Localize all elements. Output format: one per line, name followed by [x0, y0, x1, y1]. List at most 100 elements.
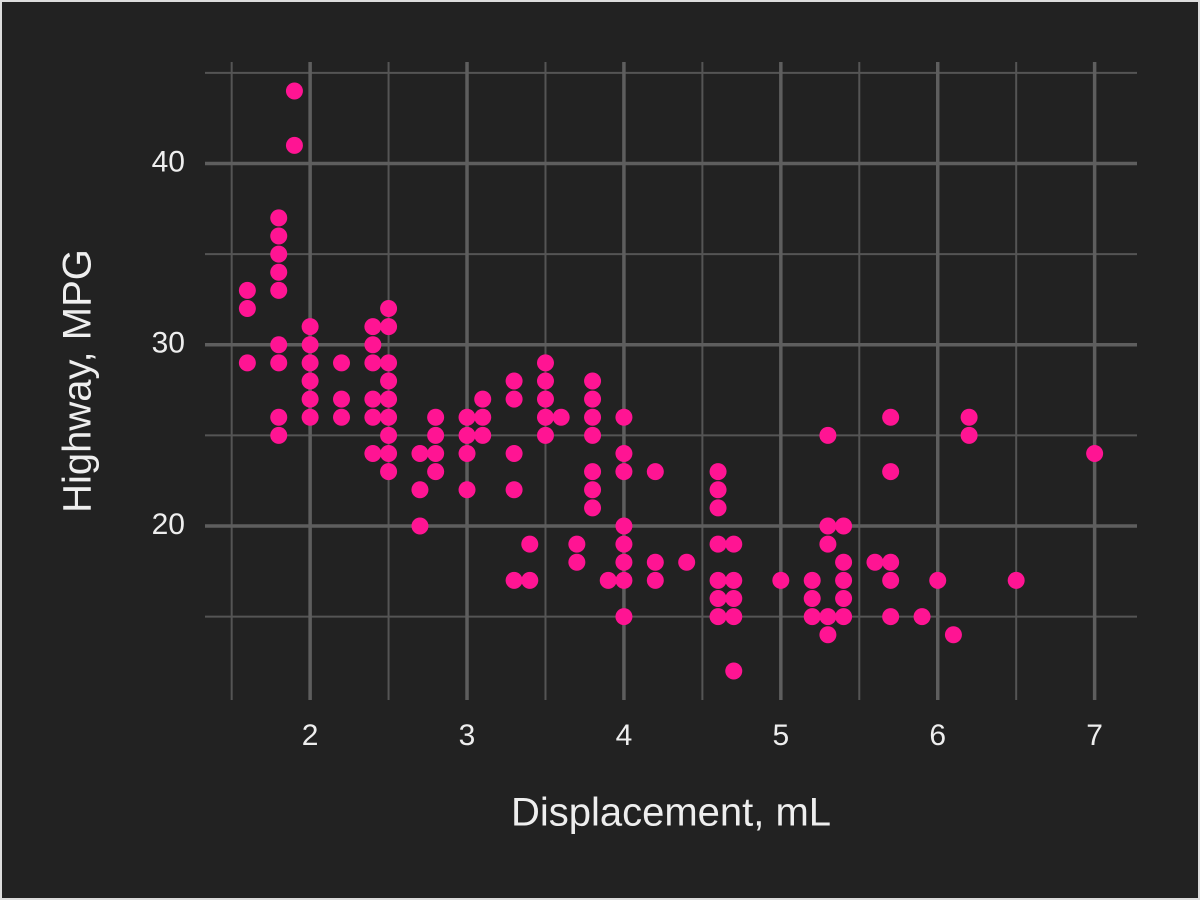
point [505, 390, 523, 408]
point [709, 608, 727, 626]
point [333, 354, 351, 372]
point [725, 571, 743, 589]
point [819, 608, 837, 626]
y-tick-label: 40 [152, 145, 185, 178]
point [364, 390, 382, 408]
point [552, 408, 570, 426]
point [835, 517, 853, 535]
point [615, 553, 633, 571]
point [505, 481, 523, 499]
point [458, 426, 476, 444]
point [725, 608, 743, 626]
point [960, 408, 978, 426]
point [882, 608, 900, 626]
point [709, 481, 727, 499]
point [238, 281, 256, 299]
point [646, 553, 664, 571]
point [882, 463, 900, 481]
point [584, 481, 602, 499]
x-tick-label: 2 [302, 719, 319, 752]
point [380, 372, 398, 390]
point [364, 318, 382, 336]
point [803, 590, 821, 607]
point [615, 571, 633, 589]
point [913, 608, 931, 626]
point [615, 517, 633, 535]
point [615, 463, 633, 481]
point [474, 408, 492, 426]
point [584, 372, 602, 390]
point [505, 372, 523, 390]
point [536, 354, 554, 372]
point [835, 571, 853, 589]
point [380, 300, 398, 317]
x-tick-label: 7 [1086, 719, 1103, 752]
point [270, 281, 288, 299]
point [505, 445, 523, 462]
point [411, 517, 429, 535]
point [285, 82, 303, 100]
point [882, 553, 900, 571]
point [835, 590, 853, 607]
point [333, 408, 351, 426]
x-tick-label: 4 [616, 719, 633, 752]
point [944, 626, 962, 644]
point [725, 535, 743, 553]
point [333, 390, 351, 408]
point [521, 571, 539, 589]
point [599, 571, 617, 589]
point [678, 553, 696, 571]
point [270, 354, 288, 372]
point [646, 571, 664, 589]
point [380, 426, 398, 444]
point [568, 535, 586, 553]
point [427, 463, 445, 481]
point [364, 336, 382, 354]
point [427, 426, 445, 444]
point [819, 517, 837, 535]
point [505, 571, 523, 589]
point [301, 354, 319, 372]
x-tick-label: 5 [772, 719, 789, 752]
point [772, 571, 790, 589]
point [380, 445, 398, 462]
point [380, 354, 398, 372]
point [615, 535, 633, 553]
point [803, 608, 821, 626]
point [536, 408, 554, 426]
point [709, 463, 727, 481]
point [568, 553, 586, 571]
point [301, 336, 319, 354]
point [803, 571, 821, 589]
point [725, 590, 743, 607]
point [960, 426, 978, 444]
point [835, 553, 853, 571]
point [270, 408, 288, 426]
point [536, 426, 554, 444]
point [380, 463, 398, 481]
point [411, 445, 429, 462]
point [521, 535, 539, 553]
y-tick-label: 30 [152, 327, 185, 360]
point [709, 499, 727, 517]
point [709, 535, 727, 553]
point [819, 426, 837, 444]
point [615, 408, 633, 426]
point [458, 445, 476, 462]
point [301, 390, 319, 408]
point [270, 336, 288, 354]
point [866, 553, 884, 571]
point [285, 136, 303, 154]
point [725, 662, 743, 680]
point [301, 318, 319, 336]
point [474, 426, 492, 444]
point [835, 608, 853, 626]
point [427, 445, 445, 462]
point [819, 626, 837, 644]
point [458, 481, 476, 499]
point [380, 318, 398, 336]
point [380, 390, 398, 408]
point [474, 390, 492, 408]
